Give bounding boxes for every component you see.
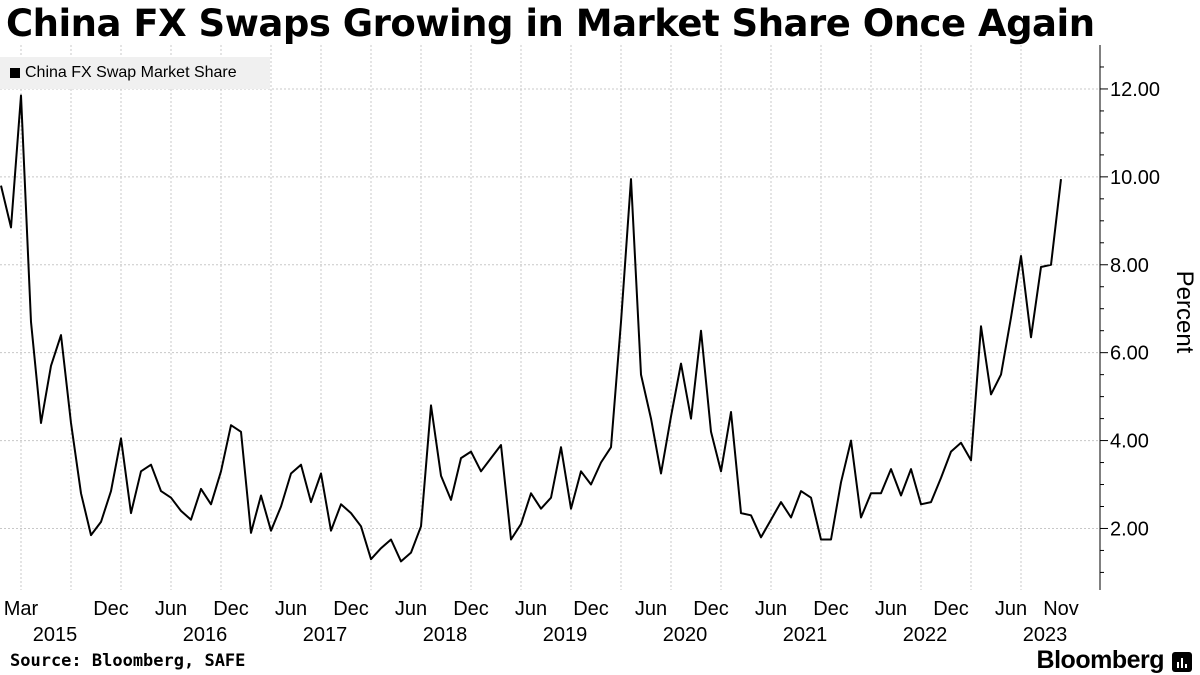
y-tick-label: 2.00 bbox=[1110, 518, 1149, 540]
x-tick-month: Dec bbox=[933, 598, 969, 620]
x-tick-month: Dec bbox=[573, 598, 609, 620]
x-tick-month: Jun bbox=[155, 598, 187, 620]
x-tick-month: Dec bbox=[333, 598, 369, 620]
x-tick-year: 2021 bbox=[783, 624, 828, 646]
horizontal-gridlines bbox=[0, 88, 1100, 529]
x-tick-year: 2015 bbox=[33, 624, 78, 646]
x-tick-year: 2016 bbox=[183, 624, 228, 646]
y-tick-label: 12.00 bbox=[1110, 79, 1160, 101]
x-axis-ticks: Mar 2015 Dec Jun 2016 Dec Jun 2017 Dec Jun 2018 Dec… bbox=[4, 598, 1079, 646]
legend: China FX Swap Market Share bbox=[0, 57, 270, 89]
series-layer bbox=[0, 94, 1062, 563]
y-axis-label: Percent bbox=[1171, 271, 1198, 354]
legend-swatch bbox=[10, 68, 20, 78]
x-tick-year: 2020 bbox=[663, 624, 708, 646]
x-tick-year: 2019 bbox=[543, 624, 588, 646]
x-tick-month: Jun bbox=[275, 598, 307, 620]
x-tick-month: Jun bbox=[875, 598, 907, 620]
chart-title: China FX Swaps Growing in Market Share O… bbox=[6, 2, 1095, 45]
brand-wordmark: Bloomberg bbox=[1036, 646, 1165, 674]
x-tick-month: Jun bbox=[515, 598, 547, 620]
series-line bbox=[0, 94, 1062, 563]
y-tick-label: 8.00 bbox=[1110, 255, 1149, 277]
x-tick-month: Dec bbox=[213, 598, 249, 620]
vertical-gridlines bbox=[20, 45, 1022, 590]
legend-label: China FX Swap Market Share bbox=[25, 64, 237, 81]
x-tick-year: 2023 bbox=[1023, 624, 1068, 646]
x-tick-month: Mar bbox=[4, 598, 39, 620]
x-tick-month: Jun bbox=[395, 598, 427, 620]
bloomberg-logo-icon bbox=[1172, 652, 1192, 672]
source-note: Source: Bloomberg, SAFE bbox=[10, 651, 246, 671]
x-tick-year: 2022 bbox=[903, 624, 948, 646]
y-axis-ticks: 2.00 4.00 6.00 8.00 10.00 12.00 bbox=[1100, 66, 1160, 573]
x-tick-month: Dec bbox=[693, 598, 729, 620]
x-tick-month: Jun bbox=[755, 598, 787, 620]
y-tick-label: 4.00 bbox=[1110, 431, 1149, 453]
x-tick-month: Nov bbox=[1043, 598, 1079, 620]
x-tick-month: Dec bbox=[93, 598, 129, 620]
x-tick-month: Jun bbox=[635, 598, 667, 620]
y-tick-label: 6.00 bbox=[1110, 343, 1149, 365]
x-tick-month: Dec bbox=[453, 598, 489, 620]
y-tick-label: 10.00 bbox=[1110, 167, 1160, 189]
x-tick-year: 2017 bbox=[303, 624, 348, 646]
x-tick-year: 2018 bbox=[423, 624, 468, 646]
x-tick-month: Dec bbox=[813, 598, 849, 620]
x-tick-month: Jun bbox=[995, 598, 1027, 620]
